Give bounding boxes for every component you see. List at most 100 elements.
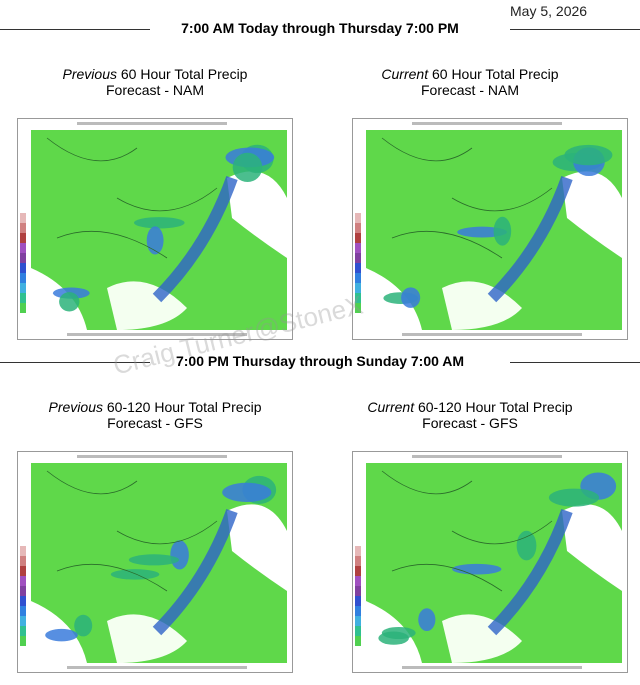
map-shape [355, 616, 361, 626]
map-shape [355, 283, 361, 293]
map-shape [355, 243, 361, 253]
map-shape [20, 283, 26, 293]
map-shape [46, 137, 218, 259]
map-shape [20, 273, 26, 283]
map-shape [381, 626, 416, 640]
heading-text: 7:00 AM Today through Thursday 7:00 PM [175, 20, 465, 36]
map-shape [20, 253, 26, 263]
map-shape [355, 233, 361, 243]
title-emphasis: Previous [48, 399, 103, 415]
panel-title: Current 60 Hour Total Precip Forecast - N… [315, 66, 625, 98]
map-shape [564, 144, 613, 166]
map-shape [128, 554, 180, 566]
map-shape [134, 217, 185, 229]
map-shape [402, 666, 582, 669]
map-shape [355, 566, 361, 576]
title-line: Current 60 Hour Total Precip [315, 66, 625, 82]
section: 7:00 AM Today through Thursday 7:00 PM Pr… [0, 20, 640, 352]
map-shape [487, 175, 573, 303]
map-shape [67, 666, 247, 669]
section: 7:00 PM Thursday through Sunday 7:00 AM P… [0, 353, 640, 685]
map-shape [452, 563, 502, 575]
precip-map [17, 451, 293, 673]
map-shape [355, 253, 361, 263]
map-shape [46, 470, 218, 592]
rule [510, 29, 640, 30]
map-shape [152, 508, 238, 636]
map-shape [170, 540, 189, 570]
map-shape [562, 504, 622, 591]
map-shape [562, 171, 622, 258]
map-shape [355, 213, 361, 223]
page: May 5, 2026 7:00 AM Today through Thursd… [0, 3, 640, 673]
rule [510, 362, 640, 363]
title-emphasis: Previous [62, 66, 117, 82]
title-emphasis: Current [381, 66, 429, 82]
map-shape [67, 333, 247, 336]
rule [0, 362, 150, 363]
map-shape [355, 303, 361, 313]
map-shape [355, 626, 361, 636]
title-text: 60-120 Hour Total Precip [417, 399, 573, 415]
map-shape [412, 455, 562, 458]
map-shape [222, 482, 272, 502]
date: May 5, 2026 [510, 3, 588, 19]
map-shape [20, 293, 26, 303]
map-shape [232, 152, 263, 182]
title-text: 60 Hour Total Precip [120, 66, 248, 82]
title-line: Previous 60 Hour Total Precip [0, 66, 310, 82]
map-shape [20, 223, 26, 233]
map-shape [20, 243, 26, 253]
map-shape [74, 614, 93, 637]
map-shape [20, 303, 26, 313]
map-shape [355, 556, 361, 566]
map-shape [31, 268, 87, 330]
map-shape [45, 628, 78, 642]
map-shape [77, 122, 227, 125]
map-shape [227, 171, 287, 258]
map-shape [516, 530, 537, 561]
map-shape [381, 470, 553, 592]
map-shape [355, 596, 361, 606]
map-shape [355, 636, 361, 646]
title-text: 60-120 Hour Total Precip [106, 399, 262, 415]
map-shape [493, 216, 512, 246]
heading-text: 7:00 PM Thursday through Sunday 7:00 AM [169, 353, 471, 369]
map-shape [355, 546, 361, 556]
precip-map [352, 451, 628, 673]
map-shape [548, 488, 600, 507]
title-emphasis: Current [367, 399, 415, 415]
panel-title: Previous 60 Hour Total Precip Forecast - … [0, 66, 310, 98]
title-line: Forecast - NAM [420, 82, 519, 98]
map-shape [77, 455, 227, 458]
map-shape [418, 608, 436, 632]
map-shape [487, 508, 573, 636]
map-shape [59, 292, 80, 312]
precip-map [17, 118, 293, 340]
map-shape [20, 233, 26, 243]
map-shape [20, 586, 26, 596]
map-shape [146, 226, 164, 255]
map-shape [20, 596, 26, 606]
map-shape [20, 263, 26, 273]
map-shape [355, 586, 361, 596]
title-line: Forecast - GFS [422, 415, 518, 431]
map-shape [20, 546, 26, 556]
title-line: Current 60-120 Hour Total Precip [315, 399, 625, 415]
map-shape [355, 223, 361, 233]
map-shape [20, 213, 26, 223]
map-shape [355, 293, 361, 303]
title-text: 60 Hour Total Precip [431, 66, 559, 82]
map-shape [412, 122, 562, 125]
panel-title: Current 60-120 Hour Total Precip Forecast… [315, 399, 625, 431]
rule [0, 29, 150, 30]
map-shape [401, 287, 421, 308]
map-shape [20, 566, 26, 576]
panel-title: Previous 60-120 Hour Total Precip Forecas… [0, 399, 310, 431]
map-shape [355, 576, 361, 586]
map-shape [20, 616, 26, 626]
title-line: Previous 60-120 Hour Total Precip [0, 399, 310, 415]
map-shape [20, 576, 26, 586]
map-shape [20, 626, 26, 636]
section-heading: 7:00 PM Thursday through Sunday 7:00 AM [0, 353, 640, 369]
